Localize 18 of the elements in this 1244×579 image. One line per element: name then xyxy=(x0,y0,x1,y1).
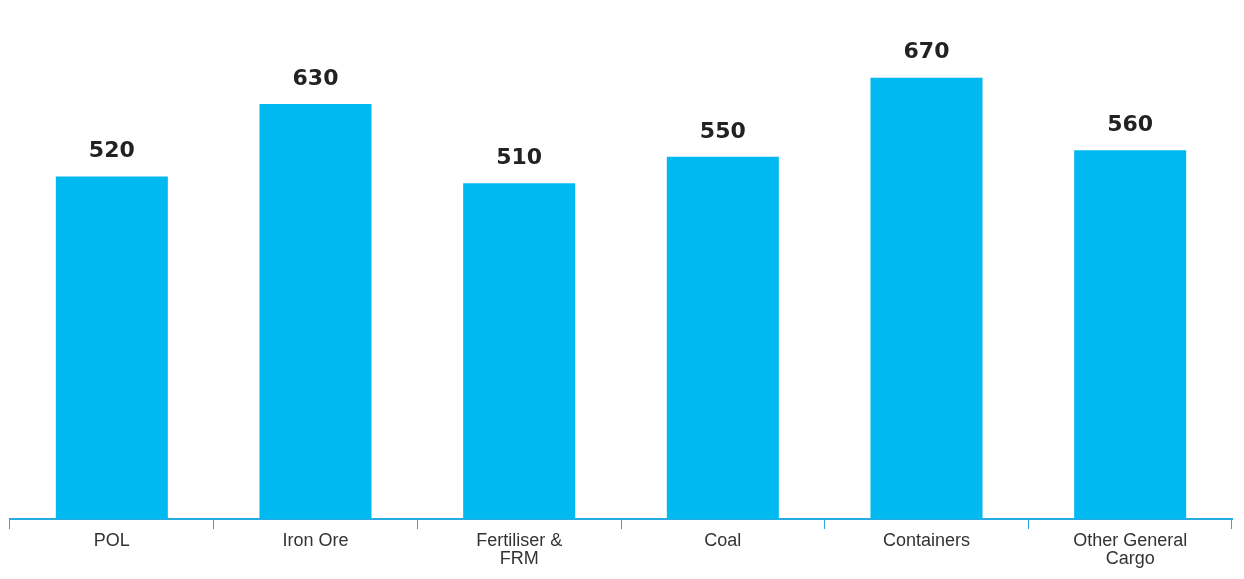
bar xyxy=(463,183,576,519)
data-label: 550 xyxy=(699,117,746,143)
x-tick-label: Containers xyxy=(882,529,971,550)
data-label: 560 xyxy=(1107,110,1154,136)
x-tick-label: Iron Ore xyxy=(282,529,349,550)
data-label: 670 xyxy=(903,38,950,64)
bar xyxy=(666,156,779,519)
bar xyxy=(55,176,168,519)
bar xyxy=(1074,150,1187,519)
x-tick-label: Fertiliser & FRM xyxy=(476,529,563,568)
x-tick-label: POL xyxy=(93,529,130,550)
x-tick-label: Other General Cargo xyxy=(1073,529,1188,568)
data-label: 510 xyxy=(496,143,543,169)
data-label: 520 xyxy=(88,137,135,163)
bar xyxy=(259,104,372,519)
bar xyxy=(870,77,983,519)
x-tick-label: Coal xyxy=(704,529,742,550)
data-label: 630 xyxy=(292,64,339,90)
